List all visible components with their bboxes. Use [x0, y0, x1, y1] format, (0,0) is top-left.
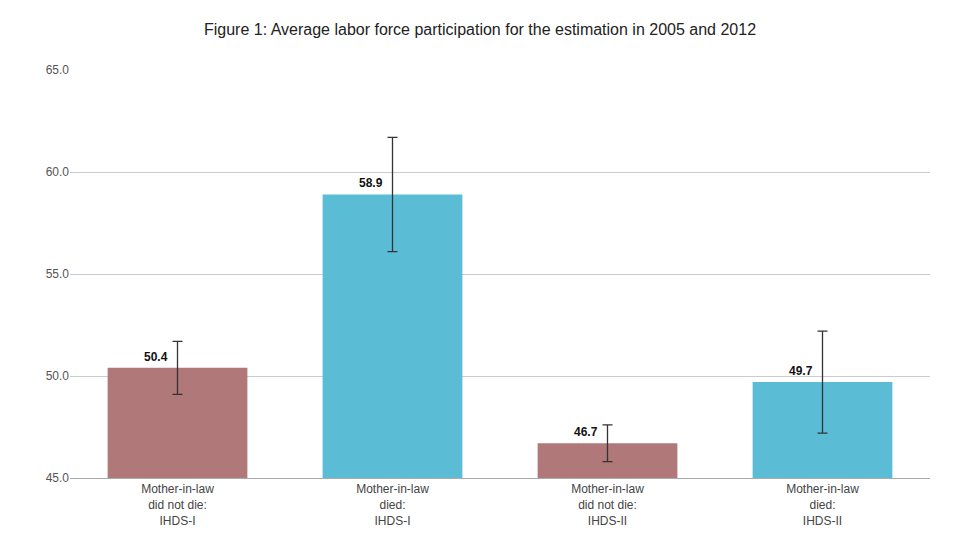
svg-text:Mother-in-lawdied:IHDS-I: Mother-in-lawdied:IHDS-I	[356, 482, 429, 527]
svg-text:58.9: 58.9	[359, 176, 383, 190]
svg-text:55.0: 55.0	[46, 267, 70, 281]
svg-text:49.7: 49.7	[789, 364, 813, 378]
svg-text:46.7: 46.7	[574, 425, 598, 439]
svg-text:50.4: 50.4	[144, 350, 168, 364]
svg-text:Mother-in-lawdid not die:IHDS-: Mother-in-lawdid not die:IHDS-II	[571, 482, 644, 527]
svg-text:50.0: 50.0	[46, 369, 70, 383]
svg-text:65.0: 65.0	[46, 63, 70, 77]
svg-text:Mother-in-lawdid not die:IHDS-: Mother-in-lawdid not die:IHDS-I	[141, 482, 214, 527]
svg-text:60.0: 60.0	[46, 165, 70, 179]
svg-text:Mother-in-lawdied:IHDS-II: Mother-in-lawdied:IHDS-II	[786, 482, 859, 527]
svg-text:45.0: 45.0	[46, 471, 70, 485]
svg-text:Figure 1: Average labor force: Figure 1: Average labor force participat…	[204, 21, 756, 38]
